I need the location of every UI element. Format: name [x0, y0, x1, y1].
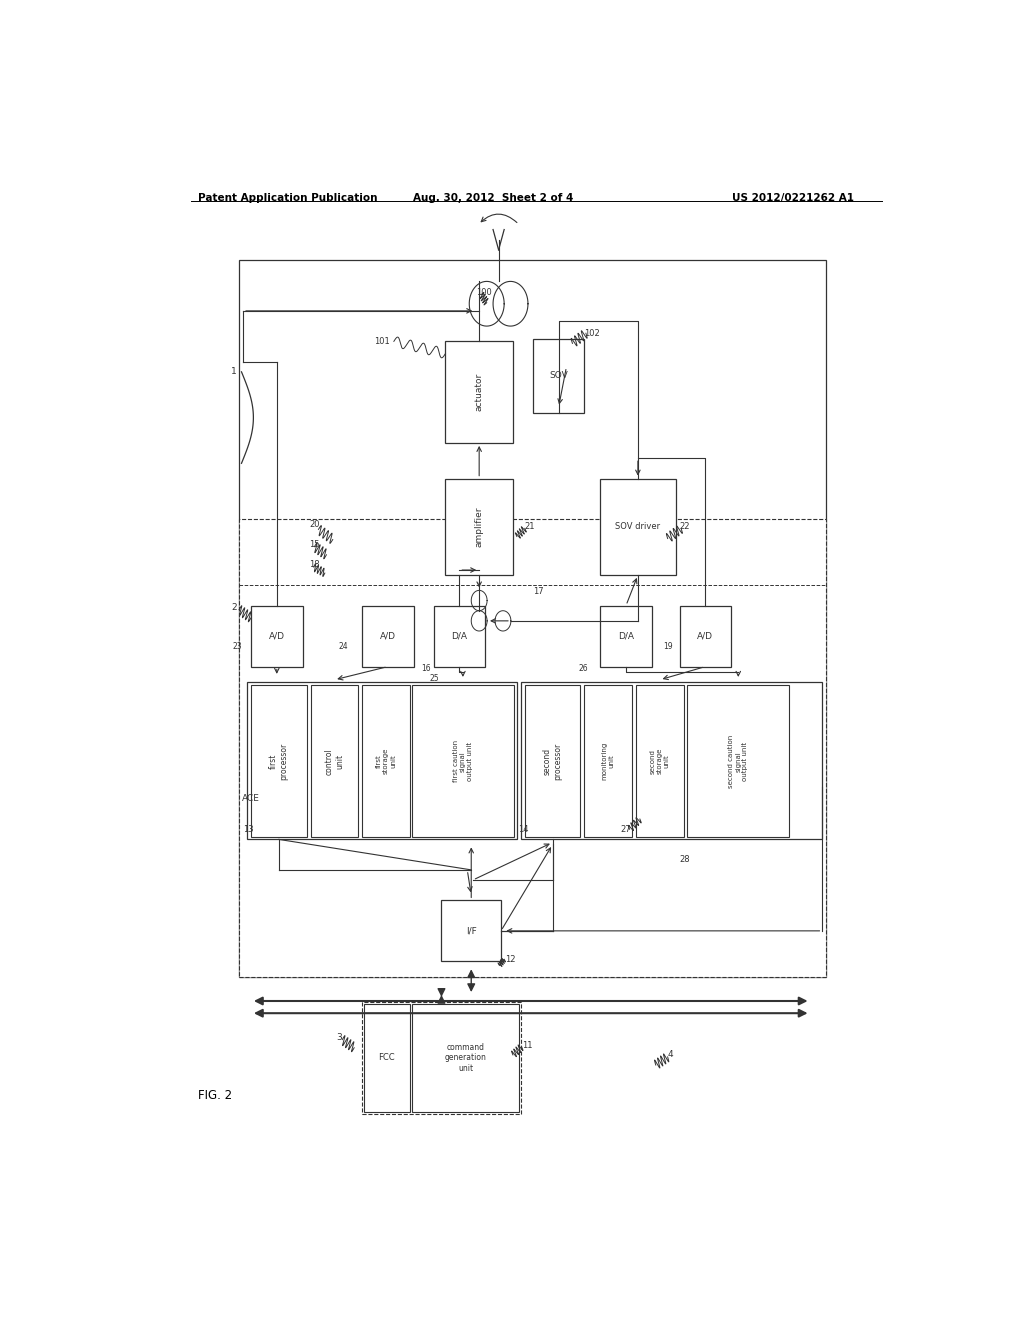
Bar	[251, 606, 303, 667]
Text: A/D: A/D	[697, 631, 714, 640]
Bar	[532, 339, 585, 412]
Bar	[240, 519, 826, 977]
Text: 102: 102	[585, 329, 600, 338]
Text: first
storage
unit: first storage unit	[376, 748, 396, 775]
Bar	[445, 479, 513, 576]
Text: command
generation
unit: command generation unit	[444, 1043, 486, 1073]
Text: D/A: D/A	[617, 631, 634, 640]
Text: A/D: A/D	[380, 631, 396, 640]
Bar	[433, 606, 485, 667]
Text: 24: 24	[338, 642, 348, 651]
Bar	[412, 1005, 519, 1111]
Text: D/A: D/A	[452, 631, 467, 640]
Text: I/F: I/F	[466, 927, 476, 936]
Bar	[412, 685, 514, 837]
Text: ACE: ACE	[242, 793, 259, 803]
Text: 26: 26	[579, 664, 589, 673]
Bar	[362, 685, 410, 837]
Text: first
processor: first processor	[269, 743, 289, 780]
Text: 4: 4	[668, 1051, 673, 1060]
Bar	[240, 260, 826, 977]
Text: 2: 2	[231, 603, 237, 612]
Text: 21: 21	[524, 521, 536, 531]
Text: 3: 3	[337, 1034, 342, 1041]
Text: actuator: actuator	[475, 374, 483, 412]
Bar	[251, 685, 306, 837]
Text: amplifier: amplifier	[475, 507, 483, 546]
Text: 100: 100	[475, 288, 492, 297]
Text: 14: 14	[518, 825, 529, 834]
Text: 23: 23	[232, 642, 243, 651]
Text: Patent Application Publication: Patent Application Publication	[198, 193, 377, 203]
Bar	[445, 342, 513, 444]
Text: monitoring
unit: monitoring unit	[602, 742, 614, 780]
Text: 12: 12	[505, 954, 515, 964]
Bar	[585, 685, 632, 837]
Text: 11: 11	[522, 1041, 532, 1051]
Text: US 2012/0221262 A1: US 2012/0221262 A1	[732, 193, 854, 203]
Text: 27: 27	[620, 825, 631, 834]
Bar	[680, 606, 731, 667]
Text: 1: 1	[231, 367, 237, 376]
Bar	[636, 685, 684, 837]
Bar	[600, 479, 676, 576]
Text: 22: 22	[680, 521, 690, 531]
Text: SOV: SOV	[549, 371, 568, 380]
Text: 25: 25	[430, 675, 439, 684]
Text: second caution
signal
output unit: second caution signal output unit	[728, 734, 749, 788]
Text: SOV driver: SOV driver	[615, 523, 660, 532]
Bar	[524, 685, 581, 837]
Text: 16: 16	[422, 664, 431, 673]
Text: control
unit: control unit	[325, 747, 344, 775]
Text: 20: 20	[309, 520, 319, 529]
Text: 19: 19	[664, 642, 674, 651]
Text: 18: 18	[309, 561, 319, 569]
Bar	[310, 685, 358, 837]
Text: first caution
signal
output unit: first caution signal output unit	[453, 741, 473, 783]
Text: 101: 101	[374, 337, 390, 346]
Bar	[521, 682, 822, 840]
Text: second
processor: second processor	[543, 743, 562, 780]
Bar	[687, 685, 790, 837]
Bar	[247, 682, 517, 840]
Text: 13: 13	[243, 825, 254, 834]
Text: Aug. 30, 2012  Sheet 2 of 4: Aug. 30, 2012 Sheet 2 of 4	[413, 193, 573, 203]
Bar	[362, 1002, 521, 1114]
Bar	[364, 1005, 410, 1111]
Bar	[600, 606, 651, 667]
Text: 28: 28	[680, 855, 690, 865]
Text: FIG. 2: FIG. 2	[198, 1089, 232, 1102]
Text: second
storage
unit: second storage unit	[649, 748, 670, 775]
Text: A/D: A/D	[268, 631, 285, 640]
Text: FCC: FCC	[379, 1053, 395, 1063]
Bar	[441, 900, 501, 961]
Bar	[362, 606, 414, 667]
Text: 17: 17	[532, 587, 544, 595]
Text: 15: 15	[309, 540, 319, 549]
